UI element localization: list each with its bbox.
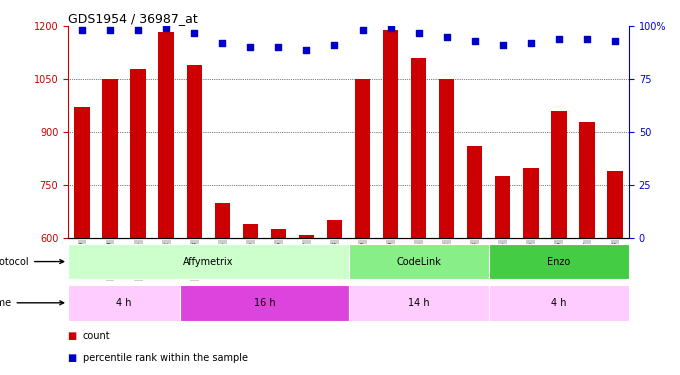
Bar <box>411 58 426 238</box>
Bar <box>467 146 482 238</box>
Bar <box>327 220 342 238</box>
Text: 14 h: 14 h <box>408 298 430 308</box>
Bar <box>489 285 629 321</box>
Bar <box>348 285 489 321</box>
Text: CodeLink: CodeLink <box>396 256 441 267</box>
Text: percentile rank within the sample: percentile rank within the sample <box>83 353 248 363</box>
Bar <box>348 244 489 279</box>
Text: 4 h: 4 h <box>551 298 566 308</box>
Bar <box>355 79 370 238</box>
Bar <box>271 229 286 238</box>
Point <box>245 45 256 51</box>
Point <box>413 30 424 36</box>
Point <box>160 26 171 32</box>
Text: 4 h: 4 h <box>116 298 132 308</box>
Bar <box>68 285 180 321</box>
Point <box>77 27 88 33</box>
Text: GDS1954 / 36987_at: GDS1954 / 36987_at <box>68 12 198 25</box>
Bar <box>243 224 258 238</box>
Text: protocol: protocol <box>0 256 64 267</box>
Point <box>301 46 312 53</box>
Point <box>441 34 452 40</box>
Point <box>609 38 620 44</box>
Bar <box>103 79 118 238</box>
Bar <box>495 176 511 238</box>
Bar <box>383 30 398 238</box>
Point <box>497 42 508 48</box>
Point <box>385 26 396 32</box>
Text: Enzo: Enzo <box>547 256 571 267</box>
Point <box>581 36 592 42</box>
Bar <box>299 235 314 238</box>
Bar <box>551 111 566 238</box>
Point <box>357 27 368 33</box>
Point <box>554 36 564 42</box>
Bar <box>523 168 539 238</box>
Text: ■: ■ <box>68 353 80 363</box>
Text: Affymetrix: Affymetrix <box>183 256 233 267</box>
Text: ■: ■ <box>68 332 80 341</box>
Point <box>329 42 340 48</box>
Bar <box>180 285 348 321</box>
Point <box>133 27 143 33</box>
Point <box>217 40 228 46</box>
Bar <box>158 32 174 238</box>
Bar <box>439 79 454 238</box>
Text: 16 h: 16 h <box>254 298 275 308</box>
Bar <box>607 171 623 238</box>
Text: count: count <box>83 332 111 341</box>
Point <box>526 40 537 46</box>
Bar <box>215 203 230 238</box>
Bar <box>579 122 594 238</box>
Point <box>189 30 200 36</box>
Bar <box>489 244 629 279</box>
Bar <box>68 244 348 279</box>
Bar <box>131 69 146 238</box>
Text: time: time <box>0 298 64 308</box>
Bar <box>186 65 202 238</box>
Point <box>469 38 480 44</box>
Point <box>105 27 116 33</box>
Bar <box>74 108 90 238</box>
Point <box>273 45 284 51</box>
